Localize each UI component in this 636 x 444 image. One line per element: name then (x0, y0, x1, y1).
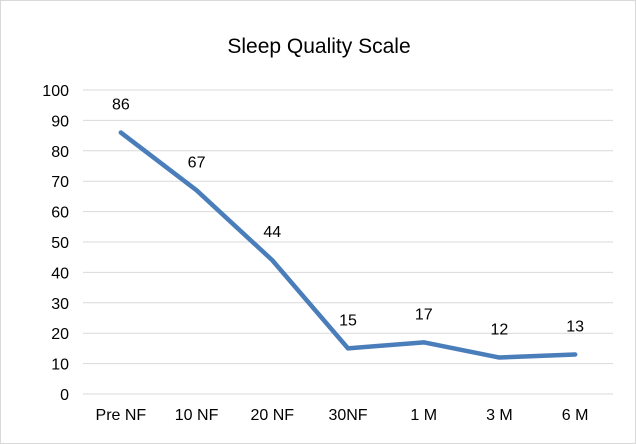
y-tick-label: 0 (60, 387, 69, 404)
data-label: 67 (188, 154, 206, 171)
y-tick-label: 50 (51, 235, 69, 252)
x-tick-label: 20 NF (250, 407, 294, 424)
x-axis-tick-labels: Pre NF 10 NF 20 NF 30NF 1 M 3 M 6 M (96, 407, 589, 424)
x-tick-label: 10 NF (175, 407, 219, 424)
y-tick-label: 30 (51, 296, 69, 313)
y-tick-label: 40 (51, 265, 69, 282)
x-tick-label: Pre NF (96, 407, 147, 424)
data-point (497, 355, 502, 360)
chart-title: Sleep Quality Scale (227, 35, 410, 58)
y-tick-label: 90 (51, 113, 69, 130)
y-axis-tick-labels: 0 10 20 30 40 50 60 70 80 90 100 (42, 83, 69, 404)
y-tick-label: 70 (51, 174, 69, 191)
y-tick-label: 80 (51, 144, 69, 161)
gridlines (83, 89, 613, 395)
y-tick-label: 60 (51, 205, 69, 222)
y-tick-label: 100 (42, 83, 69, 100)
data-point (194, 188, 199, 193)
x-tick-label: 1 M (410, 407, 437, 424)
data-point (270, 258, 275, 263)
y-tick-label: 10 (51, 357, 69, 374)
x-tick-label: 3 M (486, 407, 513, 424)
data-point (346, 346, 350, 351)
data-label: 12 (491, 322, 509, 339)
data-point (421, 340, 426, 345)
data-label: 17 (415, 306, 433, 323)
series-layer (118, 130, 578, 360)
data-label: 13 (566, 318, 584, 335)
data-labels: 86 67 44 15 17 12 13 (112, 97, 584, 339)
data-point (118, 130, 123, 135)
x-tick-label: 6 M (562, 407, 589, 424)
data-label: 44 (263, 224, 281, 241)
data-point (573, 352, 578, 357)
data-label: 15 (339, 312, 357, 329)
x-tick-label: 30NF (328, 407, 367, 424)
data-label: 86 (112, 97, 130, 114)
y-tick-label: 20 (51, 326, 69, 343)
